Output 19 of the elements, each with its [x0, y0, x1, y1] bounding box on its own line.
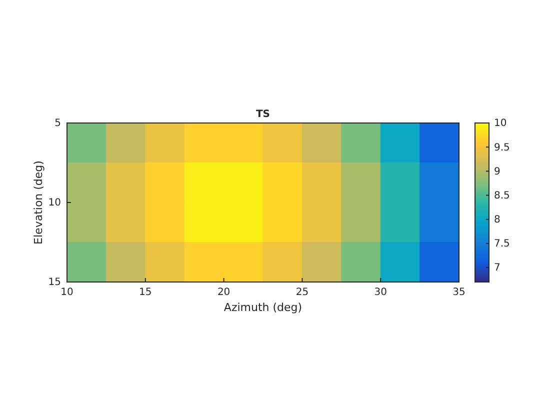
y-axis-title: Elevation (deg) [32, 160, 45, 244]
x-tick-label: 35 [452, 287, 466, 298]
y-tick-label: 15 [48, 277, 61, 288]
color-bar-label: 8.5 [494, 190, 510, 202]
y-tick-label: 5 [54, 118, 61, 130]
x-tick-label: 25 [296, 287, 309, 298]
color-bar-label: 9.5 [494, 142, 510, 154]
x-tick-label: 30 [374, 287, 387, 298]
color-bar-label: 7 [494, 262, 500, 274]
color-bar-label: 7.5 [494, 238, 510, 250]
y-tick-label: 10 [48, 198, 61, 209]
color-bar-label: 9 [494, 166, 500, 178]
chart-title: TS [256, 109, 270, 120]
x-tick-label: 15 [139, 287, 152, 298]
x-tick-label: 20 [217, 287, 230, 298]
x-axis-title: Azimuth (deg) [224, 301, 302, 314]
color-bar-label: 8 [494, 214, 500, 226]
color-bar-label: 10 [494, 118, 507, 130]
x-tick-label: 10 [60, 287, 74, 298]
